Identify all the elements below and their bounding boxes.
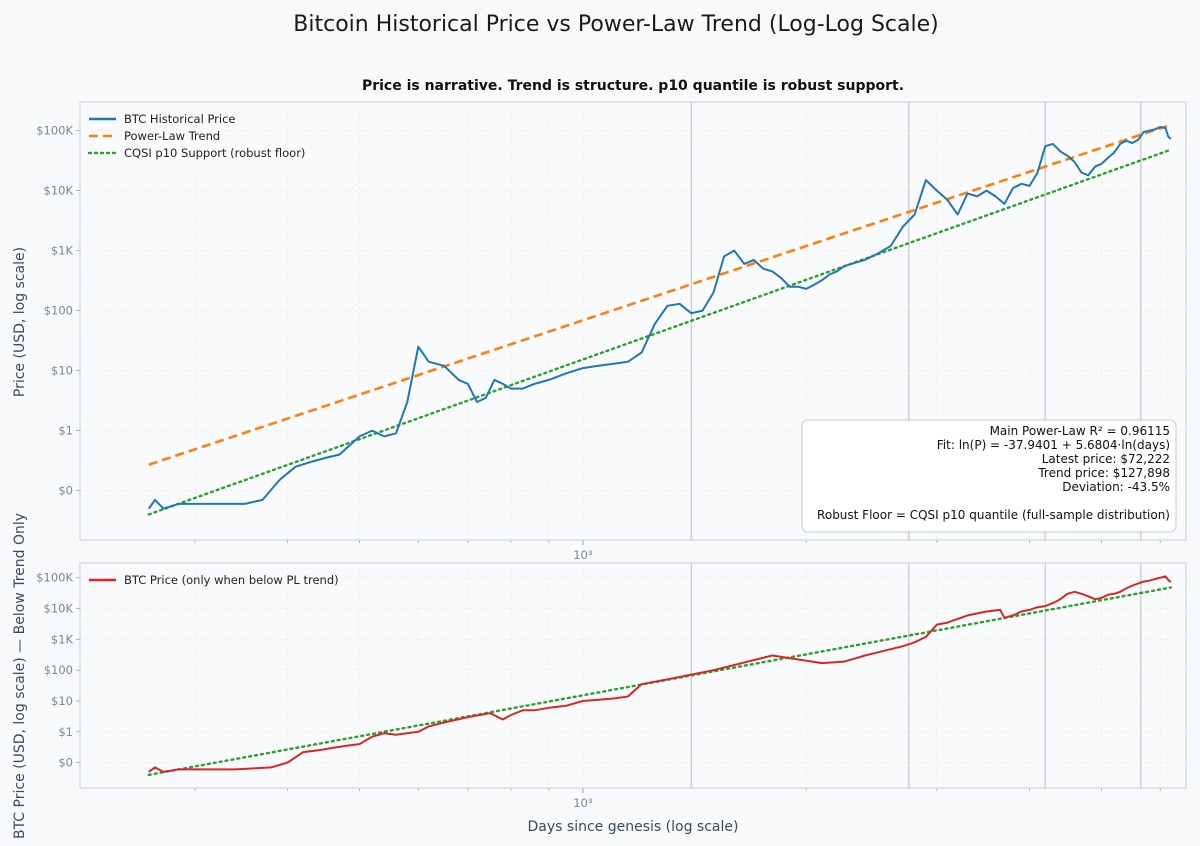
price-series-line <box>148 575 1172 773</box>
axes-frame <box>79 101 1187 541</box>
y-tick-label: $0 <box>58 756 73 770</box>
axes-frame <box>79 562 1187 789</box>
plot-lines <box>147 575 1173 777</box>
plot-lines <box>147 123 1173 516</box>
bottom-y-axis-label: BTC Price (USD, log scale) — Below Trend… <box>12 513 28 839</box>
legend-label: Power-Law Trend <box>124 129 220 143</box>
y-tick-label: $100K <box>36 571 73 585</box>
y-tick-label: $1K <box>51 244 74 258</box>
annotation-line: Fit: ln(P) = -37.9401 + 5.6804·ln(days) <box>937 438 1170 452</box>
price-series-line <box>147 126 1172 510</box>
power-law-trend-line <box>148 123 1172 466</box>
annotation-box <box>801 419 1177 533</box>
bottom-panel: $0 $1 $10 $100 $1K $10K $100K 10³ BTC Price (onl… <box>36 562 1187 810</box>
y-tick-label: $100 <box>44 304 73 318</box>
p10-support-line <box>147 586 1173 777</box>
top-y-axis-label: Price (USD, log scale) <box>12 247 28 397</box>
x-tick-label: 10³ <box>573 796 593 810</box>
p10-support-line <box>147 148 1173 516</box>
y-tick-label: $100 <box>44 663 73 677</box>
legend: BTC Price (only when below PL trend) <box>89 573 339 587</box>
y-tick-label: $10 <box>51 364 73 378</box>
top-panel: $0 $1 $10 $100 $1K $10K $100K 10³ BTC Historical… <box>36 101 1187 562</box>
y-tick-label: $1K <box>51 632 74 646</box>
chart-subtitle: Price is narrative. Trend is structure. … <box>362 78 904 94</box>
y-tick-label: $10K <box>44 184 74 198</box>
y-tick-label: $10 <box>51 694 73 708</box>
annotation-line: Main Power-Law R² = 0.96115 <box>990 424 1170 438</box>
legend-label: CQSI p10 Support (robust floor) <box>124 146 305 160</box>
annotation-line: Robust Floor = CQSI p10 quantile (full-s… <box>817 508 1170 522</box>
y-tick-label: $10K <box>44 602 74 616</box>
y-tick-label: $0 <box>58 484 73 498</box>
plot-area <box>80 563 1186 788</box>
annotation-line: Deviation: -43.5% <box>1062 480 1170 494</box>
y-tick-label: $100K <box>36 124 73 138</box>
y-tick-label: $1 <box>58 725 73 739</box>
annotation-line: Latest price: $72,222 <box>1042 452 1170 466</box>
y-tick-label: $1 <box>58 424 73 438</box>
annotation-line: Trend price: $127,898 <box>1037 466 1170 480</box>
x-axis-label: Days since genesis (log scale) <box>528 819 739 835</box>
x-tick-label: 10³ <box>573 548 593 562</box>
legend: BTC Historical Price Power-Law Trend CQSI … <box>87 112 305 160</box>
chart-title: Bitcoin Historical Price vs Power-Law Tr… <box>293 12 938 37</box>
legend-label: BTC Price (only when below PL trend) <box>124 573 339 587</box>
legend-label: BTC Historical Price <box>124 112 236 126</box>
